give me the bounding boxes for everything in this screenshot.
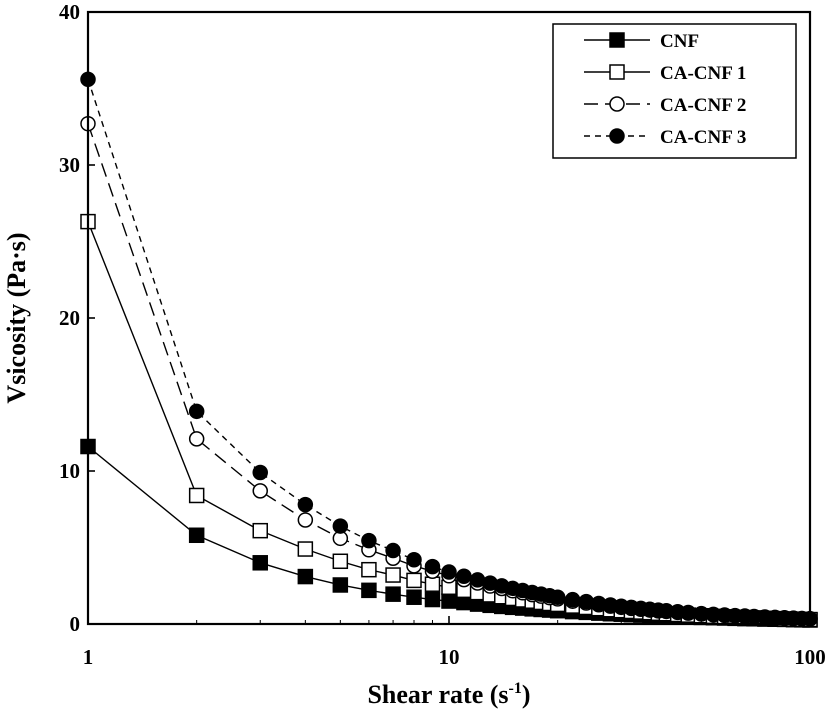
data-point-cnf bbox=[252, 555, 268, 571]
y-tick-label: 30 bbox=[59, 153, 80, 177]
data-point-ca-cnf-2 bbox=[297, 512, 314, 528]
data-point-ca-cnf-3 bbox=[297, 496, 314, 513]
data-point-cnf bbox=[297, 568, 314, 585]
legend-label-ca-cnf-2: CA-CNF 2 bbox=[660, 95, 746, 116]
legend-label-ca-cnf-1: CA-CNF 1 bbox=[660, 63, 746, 84]
x-tick-label: 100 bbox=[794, 645, 826, 669]
series-ca-cnf-3 bbox=[80, 71, 818, 627]
series-line-ca-cnf-2 bbox=[87, 123, 811, 620]
data-point-ca-cnf-3 bbox=[252, 464, 268, 481]
data-point-cnf bbox=[406, 589, 422, 605]
data-point-ca-cnf-3 bbox=[456, 568, 472, 585]
data-point-ca-cnf-1 bbox=[297, 541, 314, 557]
legend-marker-cnf bbox=[609, 32, 625, 48]
data-point-ca-cnf-1 bbox=[188, 487, 205, 504]
y-tick-label: 20 bbox=[59, 306, 80, 330]
data-point-ca-cnf-1 bbox=[332, 553, 349, 570]
data-point-cnf bbox=[385, 586, 401, 602]
series-line-ca-cnf-1 bbox=[87, 221, 811, 621]
y-tick-label: 10 bbox=[59, 459, 80, 483]
series-ca-cnf-2 bbox=[80, 115, 818, 627]
y-axis-title: Vsicosity (Pa·s) bbox=[2, 232, 31, 403]
data-point-cnf bbox=[332, 577, 349, 593]
data-point-ca-cnf-3 bbox=[549, 589, 566, 605]
data-point-ca-cnf-1 bbox=[424, 576, 441, 592]
data-point-ca-cnf-1 bbox=[385, 567, 401, 583]
data-point-ca-cnf-3 bbox=[564, 591, 581, 608]
legend-box bbox=[552, 23, 797, 159]
data-point-ca-cnf-3 bbox=[469, 572, 486, 588]
data-point-cnf bbox=[424, 591, 441, 608]
data-point-ca-cnf-3 bbox=[406, 551, 422, 568]
data-point-cnf bbox=[188, 527, 205, 544]
legend-marker-ca-cnf-1 bbox=[609, 64, 625, 80]
data-point-ca-cnf-1 bbox=[406, 572, 422, 589]
data-point-ca-cnf-3 bbox=[424, 558, 441, 575]
series-layer bbox=[80, 71, 818, 628]
legend-label-ca-cnf-3: CA-CNF 3 bbox=[660, 127, 746, 148]
x-axis-title: Shear rate (s-1) bbox=[367, 680, 530, 709]
y-tick-label: 0 bbox=[70, 612, 81, 636]
legend-marker-ca-cnf-2 bbox=[609, 96, 625, 112]
x-tick-label: 10 bbox=[439, 645, 460, 669]
axis-ticks: 0 10 20 30 40 1 10 100 bbox=[59, 0, 826, 669]
data-point-ca-cnf-3 bbox=[385, 542, 401, 559]
legend: CNF CA-CNF 1 CA-CNF 2 CA-CNF 3 bbox=[552, 23, 797, 159]
data-point-ca-cnf-3 bbox=[188, 403, 205, 420]
data-point-cnf bbox=[441, 593, 457, 609]
data-point-ca-cnf-2 bbox=[252, 483, 268, 499]
data-point-ca-cnf-1 bbox=[361, 561, 377, 578]
data-point-ca-cnf-3 bbox=[578, 593, 595, 610]
data-point-ca-cnf-3 bbox=[332, 518, 349, 534]
data-point-ca-cnf-2 bbox=[188, 431, 205, 447]
legend-label-cnf: CNF bbox=[660, 31, 699, 52]
legend-marker-ca-cnf-3 bbox=[609, 128, 625, 144]
data-point-ca-cnf-3 bbox=[361, 532, 377, 549]
y-tick-label: 40 bbox=[59, 0, 80, 24]
data-point-ca-cnf-3 bbox=[441, 564, 457, 580]
series-cnf bbox=[80, 438, 818, 628]
x-tick-label: 1 bbox=[83, 645, 94, 669]
data-point-ca-cnf-1 bbox=[252, 522, 268, 539]
data-point-ca-cnf-3 bbox=[680, 604, 697, 621]
data-point-cnf bbox=[361, 582, 377, 599]
